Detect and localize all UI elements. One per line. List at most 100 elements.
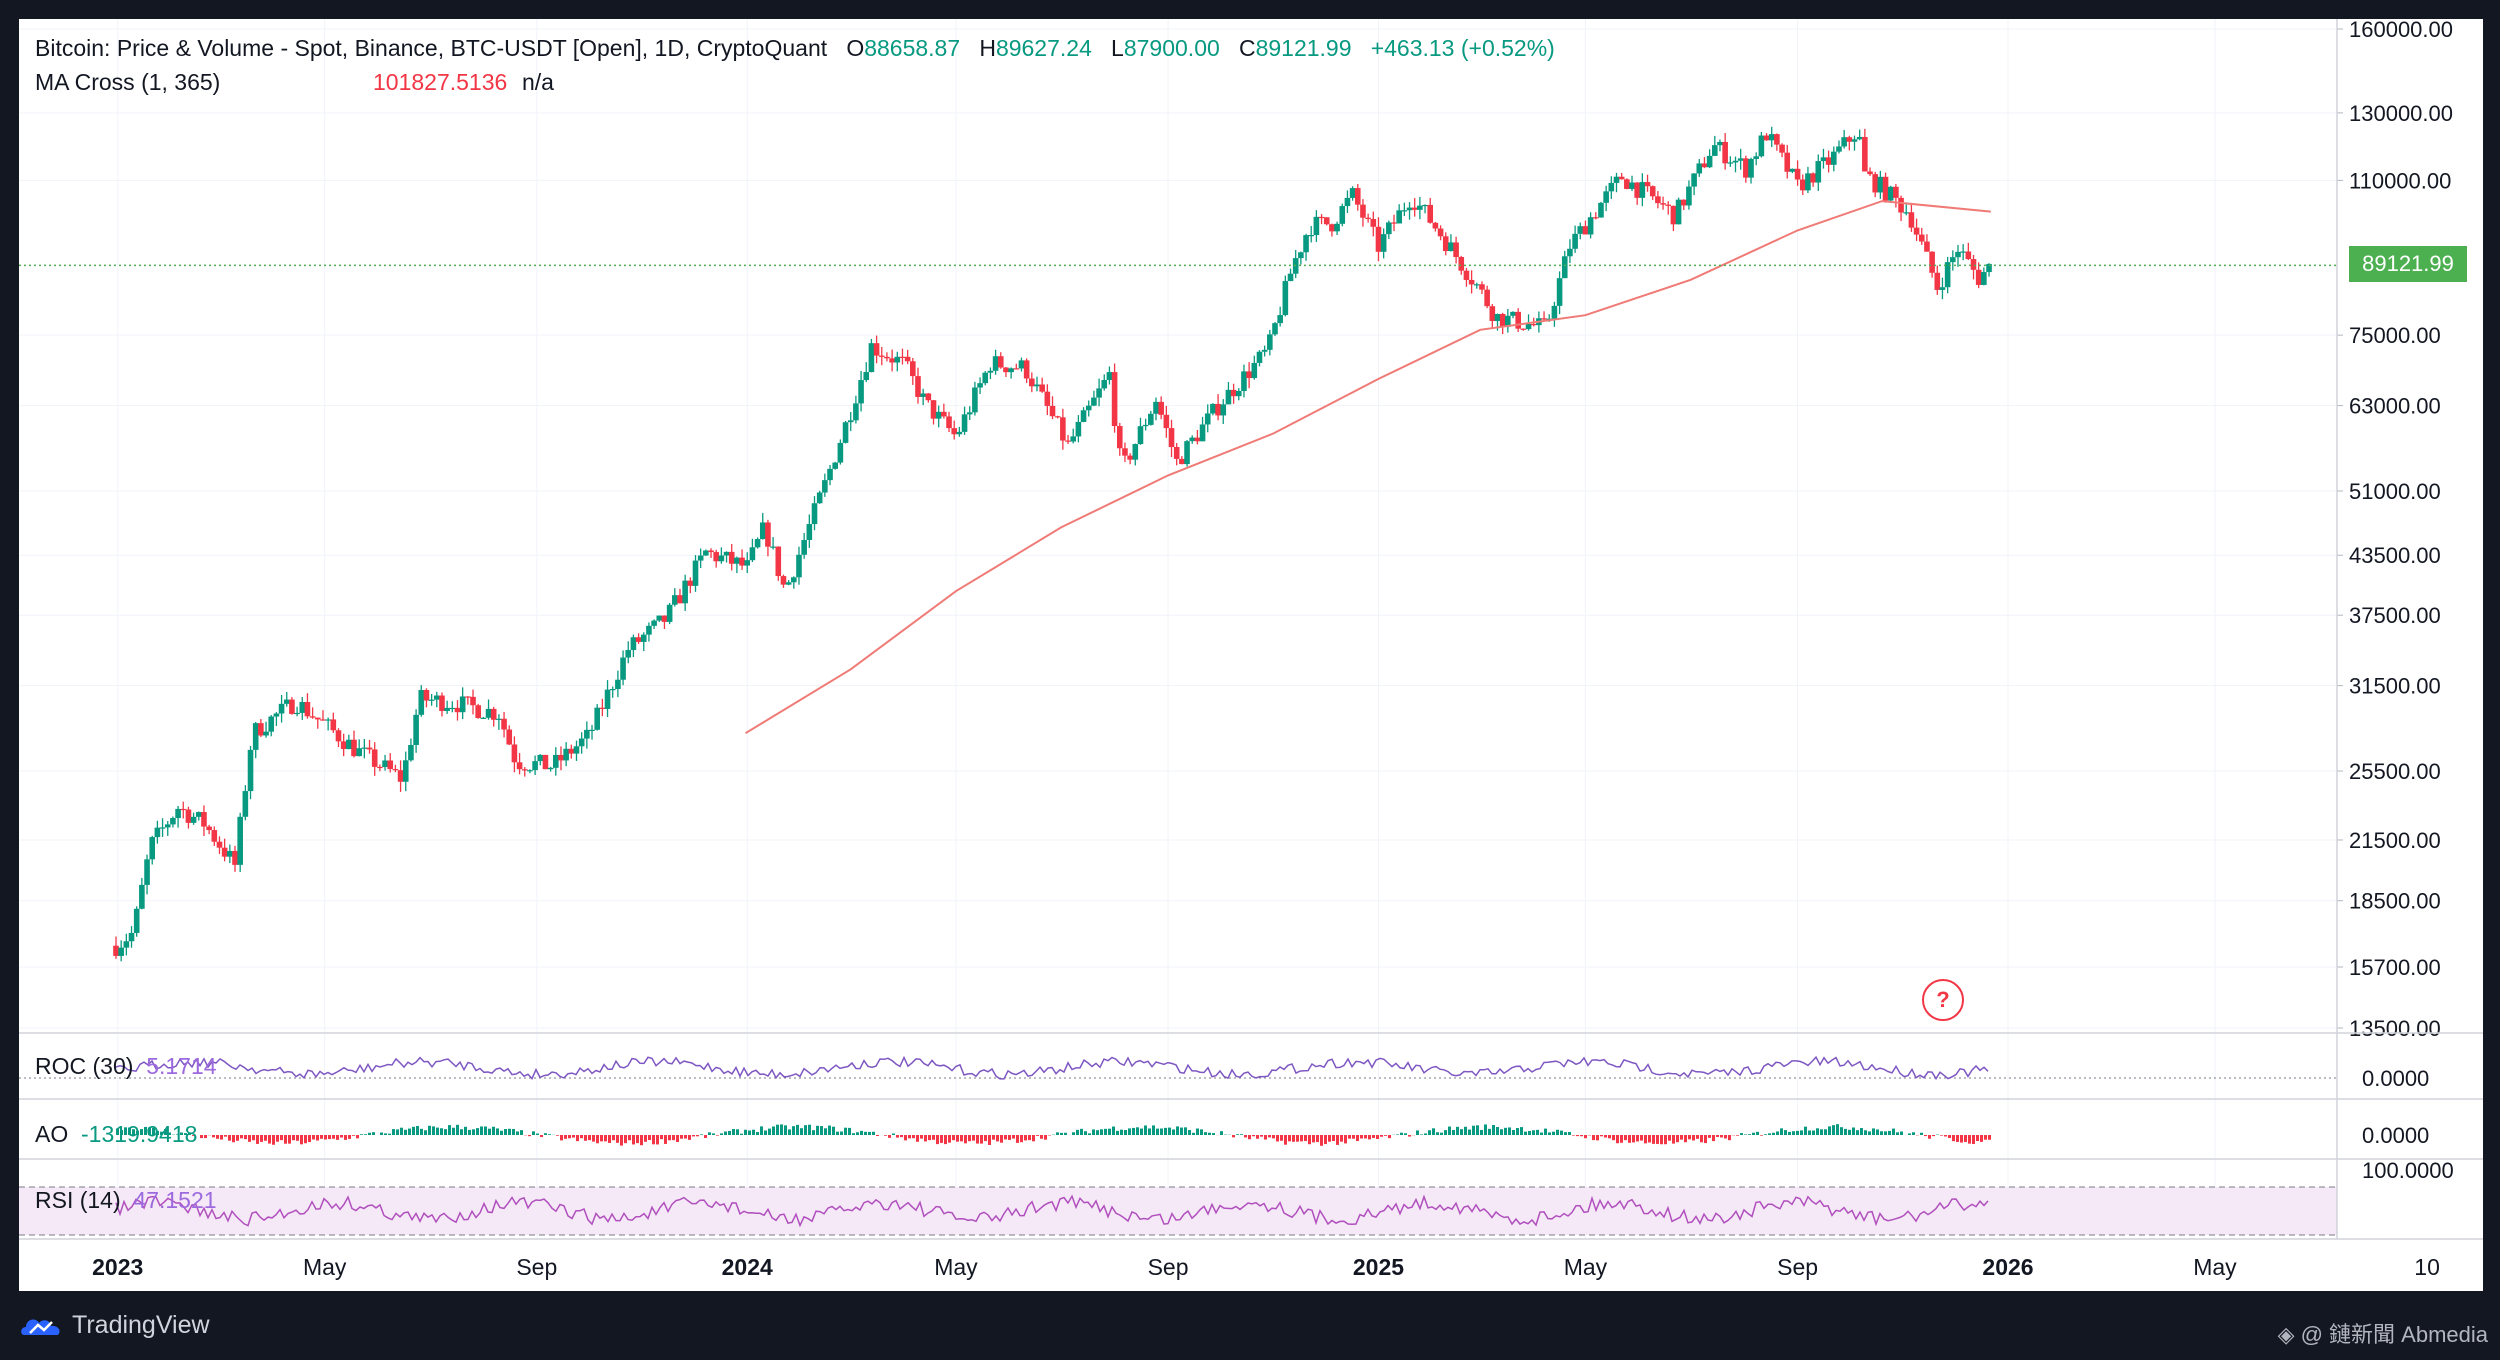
ao-bar: [828, 1125, 831, 1135]
ao-bar: [396, 1129, 399, 1135]
ao-bar: [908, 1135, 911, 1139]
candle-body: [749, 547, 756, 561]
ao-bar: [740, 1133, 743, 1135]
ao-bar: [160, 1131, 163, 1135]
ao-bar: [1548, 1132, 1551, 1135]
candle-body: [1158, 401, 1164, 415]
candle-body: [1468, 279, 1475, 285]
candle-body: [1986, 263, 1992, 273]
ao-bar: [1116, 1130, 1119, 1135]
ao-bar: [1600, 1135, 1603, 1137]
roc-axis-label: 0.0000: [2362, 1066, 2429, 1091]
candle-body: [1184, 441, 1190, 465]
ao-bar: [600, 1135, 603, 1142]
ao-bar: [1192, 1132, 1195, 1135]
ao-bar: [1840, 1127, 1843, 1135]
ao-bar: [976, 1135, 979, 1144]
ao-bar: [572, 1135, 575, 1138]
candle-body: [744, 560, 751, 566]
candle-body: [1649, 186, 1656, 197]
ao-bar: [492, 1126, 495, 1135]
ao-bar: [1072, 1132, 1075, 1135]
candle-body: [1142, 424, 1149, 427]
ao-bar: [336, 1135, 339, 1140]
candle-body: [1748, 158, 1754, 178]
ao-bar: [1976, 1135, 1979, 1142]
x-tick-label: 2023: [92, 1254, 143, 1280]
candle-body: [837, 442, 844, 463]
ao-bar: [1684, 1135, 1687, 1143]
ao-bar: [1080, 1128, 1083, 1135]
ao-bar: [680, 1135, 683, 1139]
ao-bar: [1796, 1130, 1799, 1135]
ao-bar: [1804, 1126, 1807, 1135]
ao-bar: [1232, 1135, 1235, 1138]
candle-body: [1743, 158, 1749, 178]
candle-body: [1122, 448, 1128, 456]
candle-body: [1505, 315, 1511, 327]
ao-bar: [1408, 1135, 1411, 1137]
ao-bar: [1708, 1135, 1711, 1138]
y-tick-label: 18500.00: [2349, 889, 2441, 914]
ao-bar: [384, 1133, 387, 1135]
candle-body: [537, 754, 544, 762]
ao-bar: [832, 1126, 835, 1135]
question-circle-icon[interactable]: ?: [1922, 979, 1964, 1021]
candle-body: [1587, 217, 1594, 235]
candle-body: [1577, 226, 1584, 234]
tradingview-logo[interactable]: TradingView: [20, 1311, 210, 1340]
ao-bar: [700, 1134, 703, 1135]
ao-bar: [712, 1133, 715, 1135]
candle-body: [402, 760, 409, 782]
candle-body: [568, 748, 575, 754]
ao-bar: [1676, 1135, 1679, 1143]
candle-body: [320, 719, 326, 721]
ao-bar: [484, 1126, 487, 1135]
candle-body: [1411, 207, 1418, 210]
candle-body: [1582, 226, 1589, 235]
ao-bar: [992, 1135, 995, 1140]
candle-body: [1644, 182, 1651, 187]
ao-bar: [1940, 1135, 1943, 1136]
ao-bar: [1340, 1135, 1343, 1142]
ao-bar: [1968, 1135, 1971, 1144]
chart-frame[interactable]: 0.0000 0.0000 100.0000 160000.00 130000.00 1…: [19, 19, 2483, 1291]
candle-body: [1101, 380, 1108, 389]
ao-bar: [872, 1131, 875, 1135]
ao-bar: [1900, 1131, 1903, 1135]
chart-grid: [19, 19, 2337, 1239]
candle-body: [428, 699, 435, 701]
ao-bar: [340, 1135, 343, 1138]
ao-bar: [580, 1135, 583, 1139]
ao-bar: [988, 1135, 991, 1145]
x-tick-label: 2026: [1982, 1254, 2033, 1280]
candle-body: [552, 754, 559, 768]
candle-body: [1530, 324, 1537, 326]
candle-body: [1334, 223, 1340, 232]
ao-bar: [388, 1133, 391, 1135]
candle-body: [811, 503, 818, 525]
ao-bar: [1536, 1129, 1539, 1135]
candle-body: [1675, 199, 1682, 225]
ao-bar: [1704, 1135, 1707, 1144]
ao-bar: [1156, 1128, 1159, 1135]
candle-body: [1960, 251, 1966, 253]
ao-bar: [1616, 1135, 1619, 1144]
ao-bar: [204, 1135, 207, 1139]
ao-bar: [404, 1129, 407, 1135]
ao-bar: [720, 1133, 723, 1135]
candle-body: [1023, 360, 1030, 379]
candle-body: [330, 719, 337, 731]
candle-body: [149, 837, 156, 860]
x-tick-label: May: [2193, 1254, 2237, 1280]
ao-bar: [1784, 1130, 1787, 1135]
candle-body: [490, 708, 497, 720]
candle-body: [1220, 404, 1227, 416]
ao-bar: [292, 1135, 295, 1141]
ao-bar: [584, 1135, 587, 1141]
candle-body: [1168, 428, 1175, 448]
ao-bar: [1476, 1125, 1479, 1135]
footer-bar: TradingView ◈ @ 鏈新聞 Abmedia: [0, 1291, 2500, 1360]
ao-bar: [1416, 1130, 1419, 1135]
